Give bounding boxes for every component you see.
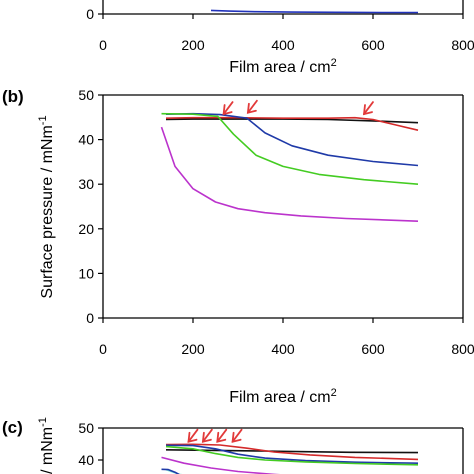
panel-b-label: (b) [2, 87, 24, 106]
panel-c-y-tick-label-0: 40 [78, 452, 94, 468]
panel-c-y-tick-label-1: 50 [78, 420, 94, 436]
panel-a-y-tick-label-0: 0 [86, 6, 94, 22]
panel-b-x-tick-label-3: 600 [361, 341, 385, 357]
panel-b-y-tick-label-5: 50 [78, 87, 94, 103]
panel-b-x-tick-label-2: 400 [271, 341, 295, 357]
panel-c-series-line-4 [161, 456, 281, 474]
panel-b-series [160, 112, 419, 222]
panel-c: (c) 40 50 / mNm-1 [2, 417, 464, 474]
panel-c-arrow-0 [187, 428, 199, 443]
panel-b-y-axis-title: Surface pressure / mNm-1 [37, 115, 56, 298]
panel-b-x-tick-label-4: 800 [451, 341, 474, 357]
panel-c-arrow-2 [216, 428, 228, 443]
panel-c-series-line-0 [165, 449, 419, 454]
panel-c-ticks: 40 50 [78, 420, 103, 468]
panel-b-arrow-2 [362, 101, 374, 116]
panel-a-x-axis-title: Film area / cm2 [229, 57, 336, 76]
panel-b-x-tick-label-0: 0 [99, 341, 107, 357]
panel-b-x-axis-title: Film area / cm2 [229, 387, 336, 406]
panel-c-arrows [187, 428, 243, 443]
panel-b-frame [102, 94, 464, 319]
panel-a-series-line-0 [210, 9, 418, 14]
panel-a-ticks: 0 200 400 600 800 0 [86, 6, 474, 53]
panel-a-x-tick-label-2: 400 [271, 37, 295, 53]
panel-b-arrow-1 [246, 99, 258, 114]
panel-a: 0 200 400 600 800 0 Film area / cm2 [86, 0, 474, 76]
panel-b-series-line-1 [165, 116, 419, 131]
panel-a-series [210, 9, 418, 14]
panel-b-series-line-0 [165, 118, 419, 124]
panel-b-y-tick-label-0: 0 [86, 310, 94, 326]
panel-b-series-line-3 [161, 112, 419, 185]
panel-c-series [161, 443, 419, 474]
panel-c-series-line-6 [161, 468, 180, 474]
panel-b: (b) 0 200 400 600 800 0 10 20 30 40 50 Surface pre… [2, 87, 474, 406]
panel-b-arrows [222, 99, 374, 116]
panel-c-arrow-3 [231, 428, 243, 443]
panel-c-y-axis-title: / mNm-1 [37, 417, 56, 474]
panel-a-x-tick-label-0: 0 [99, 37, 107, 53]
panel-b-y-tick-label-4: 40 [78, 132, 94, 148]
panel-c-label: (c) [2, 418, 23, 437]
panel-c-series-line-2 [165, 444, 419, 464]
panel-c-arrow-1 [201, 428, 213, 443]
panel-b-x-tick-label-1: 200 [181, 341, 205, 357]
panel-b-y-tick-label-2: 20 [78, 221, 94, 237]
panel-c-frame [102, 427, 464, 474]
panel-c-series-line-3 [165, 445, 419, 466]
panel-a-x-tick-label-4: 800 [451, 37, 474, 53]
panel-b-y-tick-label-1: 10 [78, 265, 94, 281]
panel-b-arrow-0 [222, 101, 234, 116]
panel-b-y-tick-label-3: 30 [78, 176, 94, 192]
panel-b-series-line-2 [165, 112, 419, 167]
panel-b-ticks: 0 200 400 600 800 0 10 20 30 40 50 [78, 87, 474, 357]
panel-a-x-tick-label-1: 200 [181, 37, 205, 53]
panel-b-series-line-4 [160, 126, 419, 222]
panel-c-series-line-1 [165, 443, 419, 461]
panel-a-x-tick-label-3: 600 [361, 37, 385, 53]
